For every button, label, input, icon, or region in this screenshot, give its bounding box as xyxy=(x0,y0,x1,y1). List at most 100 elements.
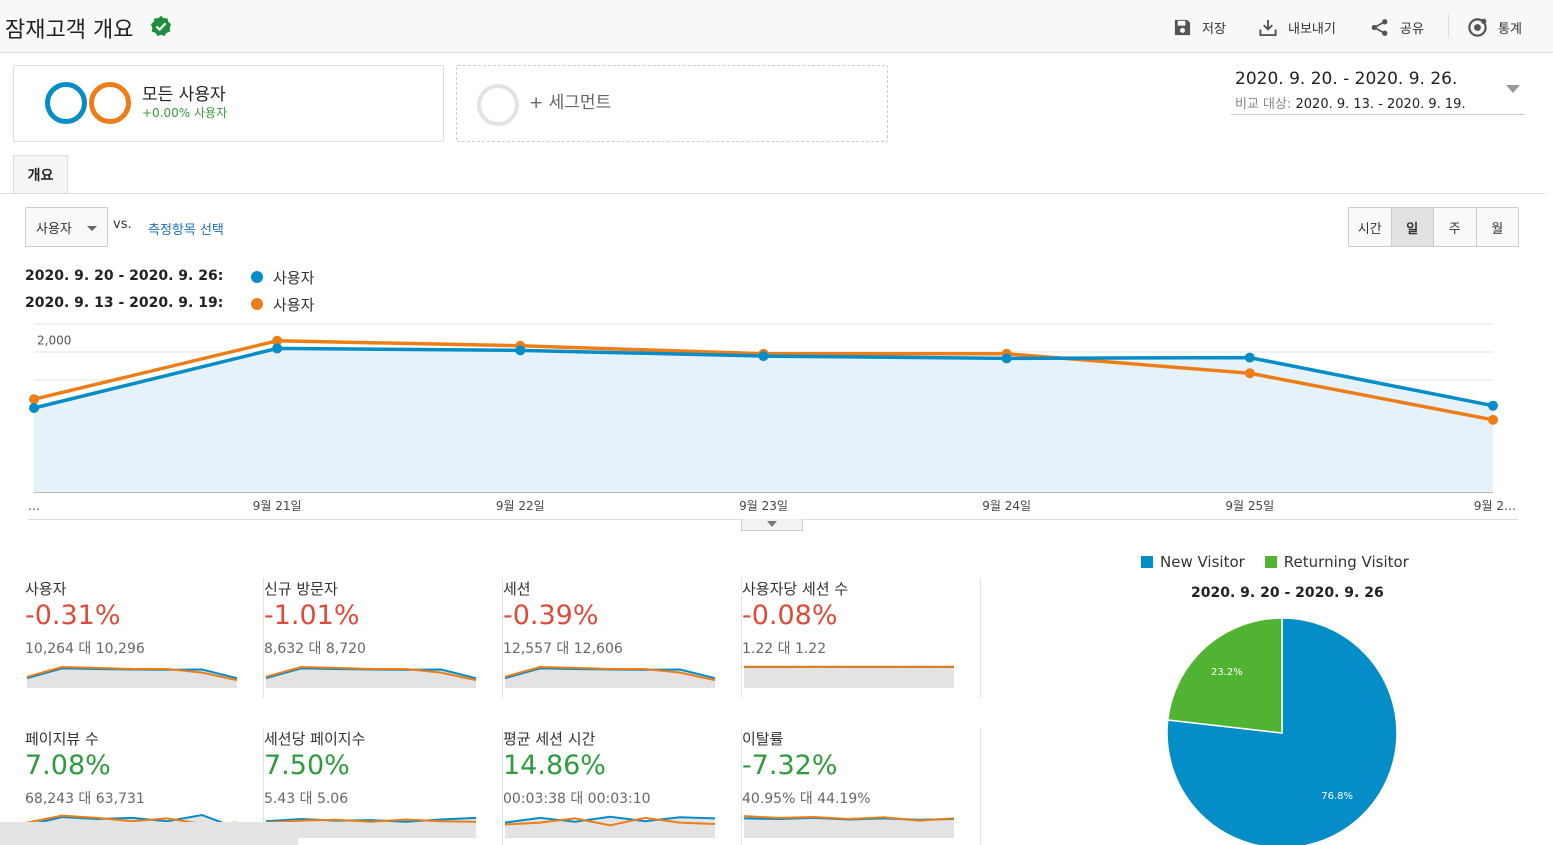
scorecard-change: -0.08% xyxy=(742,600,838,631)
scorecard[interactable]: 세션 -0.39% 12,557 대 12,606 xyxy=(503,578,742,698)
scorecard-label: 신규 방문자 xyxy=(264,580,338,598)
segment-subtitle: +0.00% 사용자 xyxy=(142,106,228,120)
scorecard[interactable]: 사용자당 세션 수 -0.08% 1.22 대 1.22 xyxy=(742,578,981,698)
granularity-hour[interactable]: 시간 xyxy=(1349,208,1392,246)
x-tick-label: 9월 25일 xyxy=(1225,499,1274,513)
x-tick-label: 9월 23일 xyxy=(739,499,788,513)
scorecard-change: -1.01% xyxy=(264,600,360,631)
select-metric-link[interactable]: 측정항목 선택 xyxy=(148,223,224,238)
toolbar-divider xyxy=(1448,14,1449,38)
data-point[interactable] xyxy=(1244,368,1255,379)
granularity-week[interactable]: 주 xyxy=(1434,208,1477,246)
sparkline-previous xyxy=(743,815,955,822)
pie-slice[interactable] xyxy=(1166,617,1283,734)
data-point[interactable] xyxy=(29,394,39,405)
scorecard-values: 8,632 대 8,720 xyxy=(264,641,366,657)
pie-slice-label: 76.8% xyxy=(1321,791,1353,802)
sparkline-area xyxy=(266,817,476,838)
x-tick-label: 9월 24일 xyxy=(982,499,1031,513)
save-icon xyxy=(1174,19,1191,35)
legend-marker-previous xyxy=(251,298,263,310)
compare-label: 비교 대상: xyxy=(1235,97,1292,112)
page-title: 잠재고객 개요 xyxy=(5,18,134,43)
legend-swatch-returning-visitor xyxy=(1264,556,1277,568)
report-header: 잠재고객 개요 저장 내보내기 공유 통계 xyxy=(0,0,1553,53)
scorecard-values: 1.22 대 1.22 xyxy=(742,641,827,657)
scorecard-values: 00:03:38 대 00:03:10 xyxy=(503,791,651,807)
pie-slice[interactable] xyxy=(1166,617,1398,845)
metric-dropdown[interactable]: 사용자 xyxy=(25,207,108,247)
scorecard-sparkline xyxy=(265,816,477,838)
legend-series-current: 사용자 xyxy=(273,269,315,287)
data-point[interactable] xyxy=(272,335,283,346)
empty-segment-ring xyxy=(477,84,519,126)
legend-series-previous: 사용자 xyxy=(273,296,315,314)
sparkline-area xyxy=(744,817,954,838)
scorecard-values: 10,264 대 10,296 xyxy=(25,641,145,657)
x-tick-label: … xyxy=(28,499,40,513)
legend-new-visitor[interactable]: New Visitor xyxy=(1160,553,1245,571)
pie-title: 2020. 9. 20 - 2020. 9. 26 xyxy=(1191,585,1384,601)
data-point[interactable] xyxy=(272,343,283,354)
legend-returning-visitor[interactable]: Returning Visitor xyxy=(1283,553,1409,571)
x-tick-label: 9월 21일 xyxy=(253,499,302,513)
vs-label: vs. xyxy=(113,217,132,232)
metric-dropdown-value: 사용자 xyxy=(36,221,72,237)
share-button[interactable]: 공유 xyxy=(1370,16,1424,38)
sparkline-current xyxy=(504,815,716,824)
scorecard-values: 40.95% 대 44.19% xyxy=(742,791,871,807)
scorecard-change: -7.32% xyxy=(742,750,838,781)
chart-collapse-handle[interactable] xyxy=(741,519,803,531)
scorecard[interactable]: 신규 방문자 -1.01% 8,632 대 8,720 xyxy=(264,578,503,698)
data-point[interactable] xyxy=(29,403,39,413)
sparkline-previous xyxy=(26,665,238,682)
scorecard[interactable]: 세션당 페이지수 7.50% 5.43 대 5.06 xyxy=(264,728,503,845)
scorecard-sparkline xyxy=(504,665,716,688)
data-point[interactable] xyxy=(1001,353,1012,364)
segment-color-ring-blue xyxy=(45,82,87,124)
add-segment-card[interactable]: + 세그먼트 xyxy=(456,65,888,142)
scorecard-change: -0.39% xyxy=(503,600,599,631)
scorecard-change: 7.08% xyxy=(25,750,111,781)
save-label: 저장 xyxy=(1202,21,1226,37)
x-tick-label: 9월 22일 xyxy=(496,499,545,513)
insights-button[interactable]: 통계 xyxy=(1467,16,1522,38)
scorecard-sparkline xyxy=(744,665,955,688)
data-point[interactable] xyxy=(758,351,769,362)
date-range-picker[interactable]: 2020. 9. 20. - 2020. 9. 26. 비교 대상: 2020.… xyxy=(1231,67,1525,115)
granularity-month[interactable]: 월 xyxy=(1491,221,1504,237)
save-button[interactable]: 저장 xyxy=(1173,16,1226,38)
granularity-day[interactable]: 일 xyxy=(1391,208,1434,246)
sparkline-area xyxy=(505,668,715,688)
y-tick-label: 2,000 xyxy=(37,333,71,347)
scorecard-sparkline xyxy=(265,665,477,688)
date-range-main: 2020. 9. 20. - 2020. 9. 26. xyxy=(1235,69,1458,89)
scorecard-label: 페이지뷰 수 xyxy=(25,730,99,748)
data-point[interactable] xyxy=(1488,414,1498,425)
scorecard-label: 세션 xyxy=(503,580,531,598)
scorecard[interactable]: 평균 세션 시간 14.86% 00:03:38 대 00:03:10 xyxy=(503,728,742,845)
tab-divider xyxy=(0,193,1545,194)
segment-all-users[interactable]: 모든 사용자 +0.00% 사용자 xyxy=(13,65,444,142)
sparkline-previous xyxy=(265,665,477,682)
tab-overview[interactable]: 개요 xyxy=(13,155,68,194)
date-range-compare: 비교 대상: 2020. 9. 13. - 2020. 9. 19. xyxy=(1235,93,1466,112)
legend-date-previous: 2020. 9. 13 - 2020. 9. 19: xyxy=(25,295,224,311)
legend-marker-current xyxy=(251,271,263,283)
download-icon xyxy=(1259,19,1277,36)
data-point[interactable] xyxy=(515,345,526,356)
export-button[interactable]: 내보내기 xyxy=(1258,16,1336,38)
share-icon xyxy=(1371,18,1388,36)
scorecard-label: 세션당 페이지수 xyxy=(264,730,366,748)
compare-value: 2020. 9. 13. - 2020. 9. 19. xyxy=(1295,97,1466,112)
scorecard[interactable]: 이탈률 -7.32% 40.95% 대 44.19% xyxy=(742,728,981,845)
data-point[interactable] xyxy=(1488,400,1498,411)
scorecard[interactable]: 사용자 -0.31% 10,264 대 10,296 xyxy=(25,578,264,698)
scorecard-sparkline xyxy=(743,815,955,838)
segment-color-ring-orange xyxy=(89,82,131,124)
chevron-down-icon xyxy=(1506,85,1520,93)
visitor-type-pie-chart: 76.8% 23.2% xyxy=(1166,617,1398,845)
data-point[interactable] xyxy=(1244,352,1255,363)
sparkline-area xyxy=(505,816,715,838)
